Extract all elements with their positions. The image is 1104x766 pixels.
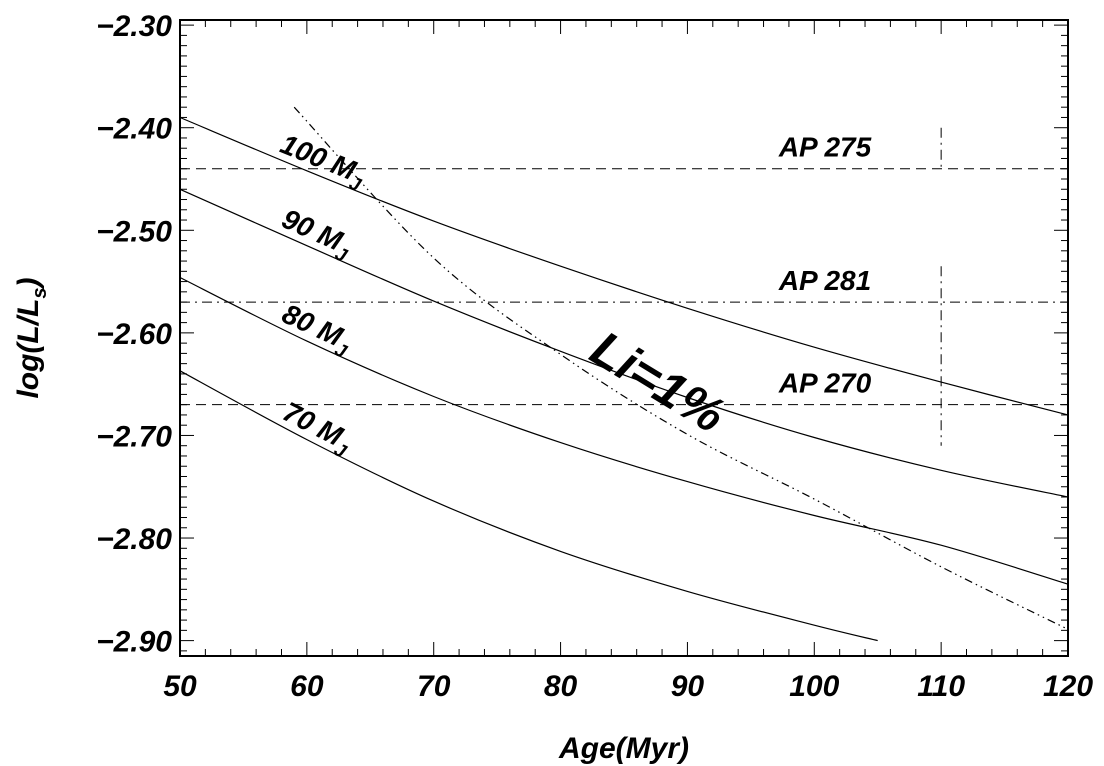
plot-frame [179,19,1069,657]
lithium-depletion-line [293,106,1069,630]
y-axis-title: log(L/Ls) [12,277,51,398]
mass-track-label: 90 MJ [275,203,357,267]
x-tick-label: 80 [544,670,578,703]
lithium-line [293,106,1069,630]
y-axis-title-close: ) [12,277,45,290]
mass-track-label: 80 MJ [275,298,357,363]
tick-labels: 50 60 70 80 90 100 110 120 −2.30 −2.40 −2.50 −2.60 −… [96,10,1093,703]
mass-track-line [179,116,1069,416]
x-tick-label: 50 [163,670,197,703]
y-tick-label: −2.50 [96,215,172,248]
mass-track-line [179,188,1069,498]
x-tick-label: 70 [417,670,451,703]
y-tick-label: −2.90 [96,626,172,659]
y-tick-label: −2.80 [96,523,172,556]
mass-track-label: 100 MJ [274,128,371,196]
x-axis-title: Age(Myr) [558,732,689,765]
y-axis-title-main: log(L/L [12,299,45,399]
cluster-label: AP 275 [778,132,872,163]
cluster-label: AP 270 [778,368,872,399]
x-tick-label: 60 [290,670,324,703]
y-tick-label: −2.30 [96,10,172,43]
x-tick-label: 90 [671,670,705,703]
plot-area [179,19,1069,657]
cluster-label: AP 281 [778,265,871,296]
x-tick-label: 120 [1043,670,1093,703]
y-axis-title-subscript: s [29,287,51,298]
x-tick-label: 110 [917,670,965,703]
mass-track-line [179,370,878,642]
y-tick-label: −2.70 [96,420,172,453]
lithium-label: Li=1% [581,320,735,444]
mass-tracks [179,116,1069,642]
cluster-lines [180,127,1068,446]
y-tick-label: −2.60 [96,318,172,351]
mass-track-line [179,276,1069,585]
mass-track-label-main: 100 M [276,128,360,186]
y-tick-label: −2.40 [96,113,172,146]
x-tick-label: 100 [789,670,839,703]
